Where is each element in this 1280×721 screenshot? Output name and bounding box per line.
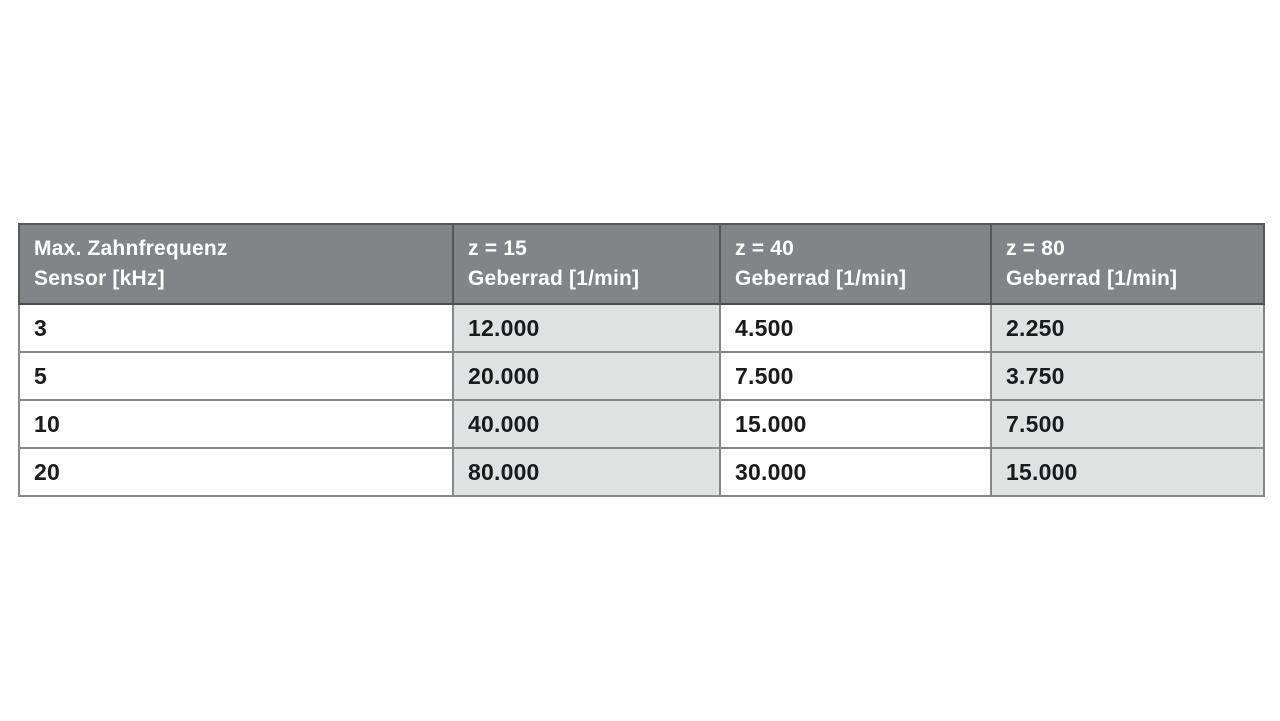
- cell-z80-rpm: 3.750: [990, 351, 1265, 401]
- table-row: 3 12.000 4.500 2.250: [18, 303, 1265, 353]
- cell-z40-rpm: 30.000: [719, 447, 992, 497]
- table-row: 5 20.000 7.500 3.750: [18, 351, 1265, 401]
- table-row: 10 40.000 15.000 7.500: [18, 399, 1265, 449]
- sensor-frequency-table: Max. Zahnfrequenz Sensor [kHz] z = 15 Ge…: [18, 223, 1265, 497]
- header-z80-line2: Geberrad [1/min]: [1006, 267, 1178, 290]
- cell-sensor-khz: 20: [18, 447, 454, 497]
- cell-z15-rpm: 20.000: [452, 351, 721, 401]
- cell-z15-rpm: 80.000: [452, 447, 721, 497]
- table-row: 20 80.000 30.000 15.000: [18, 447, 1265, 497]
- header-z40-line1: z = 40: [735, 237, 794, 260]
- cell-z40-rpm: 15.000: [719, 399, 992, 449]
- table-body: 3 12.000 4.500 2.250 5 20.000 7.500 3.75…: [18, 303, 1265, 497]
- header-z15-line2: Geberrad [1/min]: [468, 267, 640, 290]
- sensor-frequency-table-container: Max. Zahnfrequenz Sensor [kHz] z = 15 Ge…: [18, 223, 1265, 497]
- header-cell-z15: z = 15 Geberrad [1/min]: [452, 223, 721, 305]
- header-cell-z80: z = 80 Geberrad [1/min]: [990, 223, 1265, 305]
- cell-sensor-khz: 3: [18, 303, 454, 353]
- header-cell-z40: z = 40 Geberrad [1/min]: [719, 223, 992, 305]
- cell-z15-rpm: 12.000: [452, 303, 721, 353]
- header-row: Max. Zahnfrequenz Sensor [kHz] z = 15 Ge…: [18, 223, 1265, 305]
- cell-z40-rpm: 7.500: [719, 351, 992, 401]
- header-cell-sensor: Max. Zahnfrequenz Sensor [kHz]: [18, 223, 454, 305]
- table-header: Max. Zahnfrequenz Sensor [kHz] z = 15 Ge…: [18, 223, 1265, 305]
- header-sensor-line2: Sensor [kHz]: [34, 267, 165, 290]
- cell-sensor-khz: 10: [18, 399, 454, 449]
- header-z15-line1: z = 15: [468, 237, 527, 260]
- cell-z80-rpm: 15.000: [990, 447, 1265, 497]
- cell-sensor-khz: 5: [18, 351, 454, 401]
- cell-z80-rpm: 7.500: [990, 399, 1265, 449]
- cell-z40-rpm: 4.500: [719, 303, 992, 353]
- header-sensor-line1: Max. Zahnfrequenz: [34, 237, 228, 260]
- header-z40-line2: Geberrad [1/min]: [735, 267, 907, 290]
- cell-z80-rpm: 2.250: [990, 303, 1265, 353]
- header-z80-line1: z = 80: [1006, 237, 1065, 260]
- cell-z15-rpm: 40.000: [452, 399, 721, 449]
